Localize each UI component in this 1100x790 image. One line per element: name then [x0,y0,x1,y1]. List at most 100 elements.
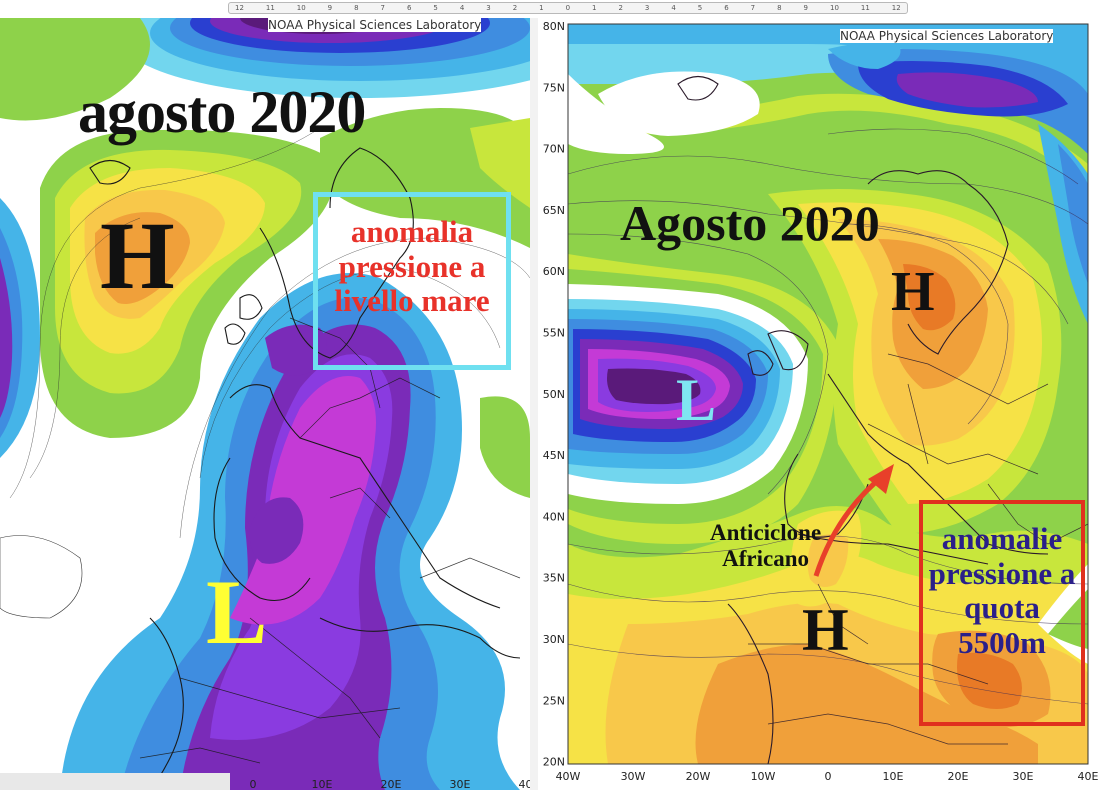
ruler-tick: 6 [406,4,412,12]
ruler-tick: 11 [860,4,870,12]
anticyclone-arrow [813,464,894,577]
right-lat-axis: 80N 75N 70N 65N 60N 55N 50N 45N 40N 35N 30N 25N 20N [543,20,565,769]
left-annotation-text: anomalia pressione a livello mare [318,214,506,319]
ruler-tick: 11 [265,4,275,12]
ruler-tick: 12 [891,4,901,12]
ruler-bar: 12 11 10 9 8 7 6 5 4 3 2 1 0 1 2 3 4 5 6 7 8 9 10 11 12 [228,2,908,14]
left-country-borders [139,317,521,764]
right-map-plot [567,23,1089,765]
ruler-tick: 2 [512,4,518,12]
right-coastlines [677,75,1049,765]
left-annotation-line-2: pressione a [338,248,486,284]
left-lon-tick-label: 30E [450,778,471,790]
ruler-tick: 1 [539,4,544,12]
icelandic-high-anomaly [40,129,334,438]
arctic-anomaly-bands [568,24,1088,324]
right-lat-tick-label: 60N [543,265,565,278]
right-lat-tick-label: 25N [543,694,565,707]
left-annotation-line-1: anomalia [350,214,474,249]
ruler-tick: 5 [697,4,703,12]
right-map-credit: NOAA Physical Sciences Laboratory [840,29,1054,43]
anticyclone-label: Anticiclone Africano [710,520,821,572]
left-lon-tick-label: 0 [250,778,257,790]
scandinavia-high-anomaly [768,189,1062,534]
ruler-tick: 8 [354,4,359,12]
scandinavia-yellow-anomaly [470,118,530,208]
right-lat-tick-label: 50N [543,388,565,401]
ruler-tick: 9 [803,4,809,12]
right-lon-tick-label: 30E [1013,770,1034,783]
right-map-panel: 80N 75N 70N 65N 60N 55N 50N 45N 40N 35N 30N 25N 20N … [538,18,1100,790]
right-country-borders [748,353,1089,745]
right-annotation-text: anomalie pressione a quota 5500m [923,521,1081,661]
ruler-tick: 7 [380,4,386,12]
right-lon-tick-label: 20W [686,770,711,783]
ruler-tick: 0 [565,4,571,12]
left-lon-tick-label: 40E [519,778,530,790]
left-map-title: agosto 2020 [78,79,366,145]
left-lon-tick-label: 10E [312,778,333,790]
right-map-canvas: 80N75N70N65N60N55N50N45N40N35N30N25N20N … [538,18,1100,790]
right-lat-tick-label: 30N [543,633,565,646]
right-lon-tick-label: 20E [948,770,969,783]
left-map-credit: NOAA Physical Sciences Laboratory [268,18,482,32]
right-lon-axis: 40W 30W 20W 10W 0 10E 20E 30E 40E [556,770,1099,783]
right-high-north-label: H [891,261,935,323]
atlantic-low-anomaly [568,254,838,544]
left-high-label: H [100,202,175,309]
anticyclone-label-line-2: Africano [722,545,810,571]
ruler-tick: 8 [777,4,782,12]
ruler-tick: 10 [829,4,839,12]
ruler-tick: 3 [486,4,491,12]
right-annotation-line-1: anomalie [941,521,1063,556]
right-lat-tick-label: 80N [543,20,565,33]
right-lat-tick-label: 35N [543,572,565,585]
ruler-tick: 6 [724,4,729,12]
left-annotation-box: anomalia pressione a livello mare [313,192,511,370]
left-lon-tick-label: 20E [381,778,402,790]
ruler-tick: 4 [671,4,676,12]
left-annotation-line-3: livello mare [334,283,490,319]
right-lat-tick-label: 45N [543,449,565,462]
right-lon-tick-label: 30W [621,770,646,783]
left-low-label: L [206,561,268,663]
ruler-tick: 2 [618,4,623,12]
panel-divider [530,18,538,790]
anticyclone-label-line-1: Anticiclone [710,520,822,545]
right-lat-tick-label: 20N [543,756,565,769]
ruler-tick: 7 [750,4,756,12]
right-lon-tick-label: 40E [1078,770,1099,783]
left-coastlines [89,147,521,790]
west-edge-low-anomaly [0,198,40,458]
african-high-anomaly [568,506,1088,764]
ruler-tick: 9 [327,4,333,12]
right-annotation-line-2: pressione a [928,555,1076,591]
ruler-tick: 3 [644,4,650,12]
atlantic-neutral-patch [0,535,83,619]
right-lat-tick-label: 75N [543,81,565,94]
ruler-tick: 1 [592,4,597,12]
right-annotation-box: anomalie pressione a quota 5500m [919,500,1085,726]
right-plot-frame [567,23,1089,765]
ruler-tick: 12 [235,4,244,12]
right-lon-tick-label: 0 [825,770,832,783]
right-lon-tick-label: 10E [883,770,904,783]
left-scrollbar-strip [0,773,230,790]
right-lat-tick-label: 55N [543,327,565,340]
right-map-title: Agosto 2020 [620,195,880,251]
right-lon-tick-label: 10W [751,770,776,783]
ruler-tick: 10 [296,4,306,12]
right-annotation-line-4: 5500m [958,625,1046,661]
east-green-anomaly [480,396,530,498]
right-low-label: L [676,367,717,433]
right-lat-tick-label: 70N [543,143,565,156]
right-lat-tick-label: 65N [543,204,565,217]
northwest-green-anomaly [0,18,150,121]
right-high-africa-label: H [802,597,849,663]
ruler-tick: 4 [459,4,465,12]
right-contour-lines [567,128,1089,705]
ruler-tick: 5 [433,4,438,12]
right-lon-tick-label: 40W [556,770,581,783]
